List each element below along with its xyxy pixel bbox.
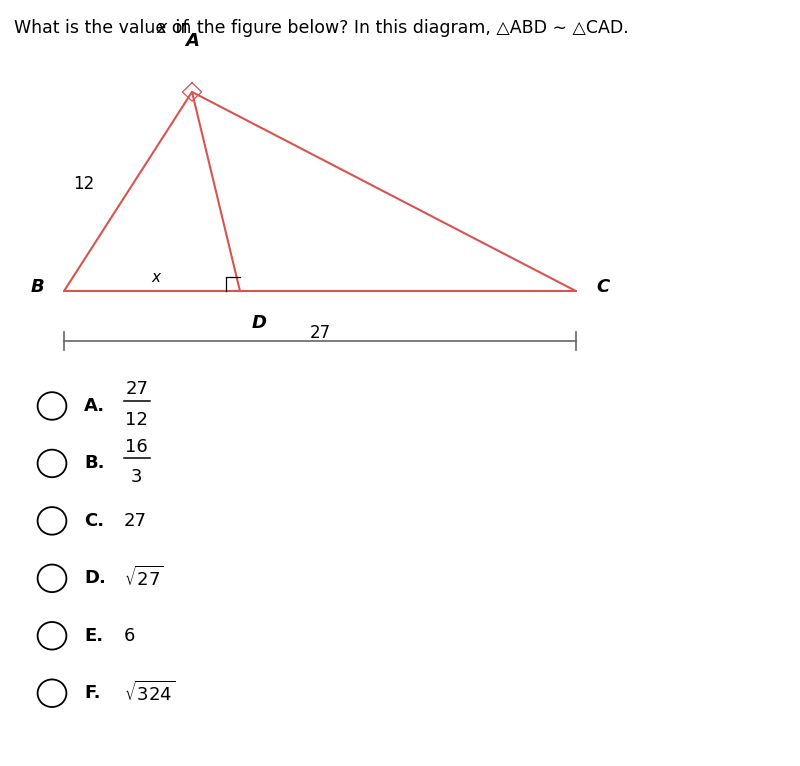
Text: C.: C. <box>84 512 104 530</box>
Text: x: x <box>156 19 166 37</box>
Text: B.: B. <box>84 454 105 473</box>
Text: 12: 12 <box>74 175 94 193</box>
Text: 6: 6 <box>124 627 135 645</box>
Text: 12: 12 <box>126 411 148 429</box>
Text: in the figure below? In this diagram, △ABD ∼ △CAD.: in the figure below? In this diagram, △A… <box>170 19 629 37</box>
Text: 3: 3 <box>131 468 142 486</box>
Text: A: A <box>185 32 199 50</box>
Text: E.: E. <box>84 627 103 645</box>
Text: 16: 16 <box>126 437 148 456</box>
Text: D.: D. <box>84 569 106 588</box>
Text: x: x <box>151 270 161 285</box>
Text: $\sqrt{324}$: $\sqrt{324}$ <box>124 681 175 705</box>
Text: 27: 27 <box>126 380 148 398</box>
Text: A.: A. <box>84 397 105 415</box>
Text: F.: F. <box>84 684 101 702</box>
Text: 27: 27 <box>124 512 147 530</box>
Text: $\sqrt{27}$: $\sqrt{27}$ <box>124 566 164 591</box>
Text: 27: 27 <box>310 324 330 342</box>
Text: C: C <box>596 278 610 296</box>
Text: B: B <box>30 278 44 296</box>
Text: D: D <box>252 314 267 332</box>
Text: What is the value of: What is the value of <box>14 19 194 37</box>
